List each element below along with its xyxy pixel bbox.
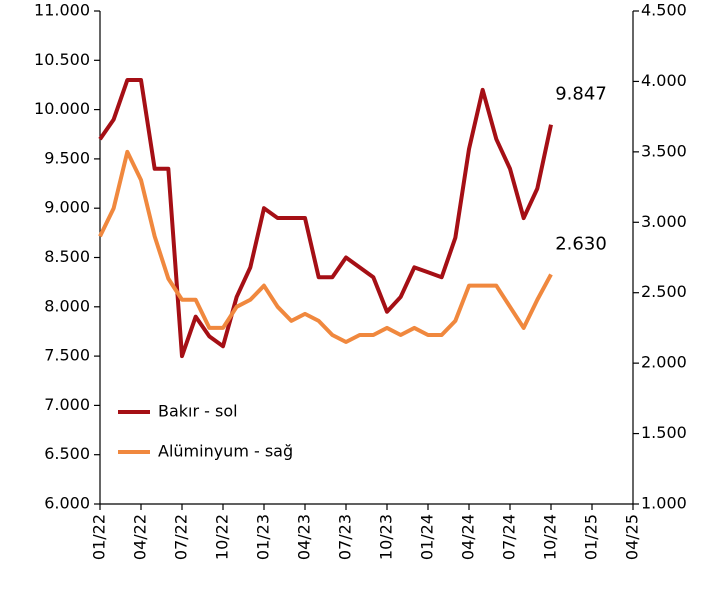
x-tick-label: 07/23 xyxy=(336,514,355,560)
series-line xyxy=(98,78,553,359)
x-tick-label: 07/22 xyxy=(172,514,191,560)
y2-tick-label: 2.500 xyxy=(641,282,687,301)
y2-tick-label: 2.000 xyxy=(641,353,687,372)
y-tick-label: 7.000 xyxy=(44,395,90,414)
y-tick-label: 6.500 xyxy=(44,444,90,463)
y2-tick-label: 4.500 xyxy=(641,1,687,20)
y-tick-label: 7.500 xyxy=(44,346,90,365)
y-tick-label: 9.500 xyxy=(44,148,90,167)
x-tick-label: 01/25 xyxy=(582,514,601,560)
y2-tick-label: 1.000 xyxy=(641,494,687,513)
series-line xyxy=(98,149,553,345)
y2-tick-label: 4.000 xyxy=(641,71,687,90)
y-tick-label: 10.500 xyxy=(34,50,90,69)
y2-tick-label: 3.500 xyxy=(641,141,687,160)
legend-label: Bakır - sol xyxy=(158,402,238,421)
x-tick-label: 04/22 xyxy=(131,514,150,560)
x-tick-label: 10/23 xyxy=(377,514,396,560)
y-tick-label: 11.000 xyxy=(34,1,90,20)
y-tick-label: 6.000 xyxy=(44,494,90,513)
x-tick-label: 01/22 xyxy=(90,514,109,560)
x-tick-label: 07/24 xyxy=(500,514,519,560)
x-tick-label: 10/22 xyxy=(213,514,232,560)
x-tick-label: 04/23 xyxy=(295,514,314,560)
y-tick-label: 9.000 xyxy=(44,198,90,217)
x-tick-label: 04/25 xyxy=(623,514,642,560)
value-label: 2.630 xyxy=(555,233,607,254)
value-label: 9.847 xyxy=(555,84,607,105)
y-tick-label: 8.000 xyxy=(44,296,90,315)
x-tick-label: 10/24 xyxy=(541,514,560,560)
y-tick-label: 10.000 xyxy=(34,99,90,118)
x-tick-label: 01/23 xyxy=(254,514,273,560)
y2-tick-label: 1.500 xyxy=(641,423,687,442)
legend-label: Alüminyum - sağ xyxy=(158,442,293,461)
x-tick-label: 01/24 xyxy=(418,514,437,560)
y-tick-label: 8.500 xyxy=(44,247,90,266)
y2-tick-label: 3.000 xyxy=(641,212,687,231)
x-tick-label: 04/24 xyxy=(459,514,478,560)
